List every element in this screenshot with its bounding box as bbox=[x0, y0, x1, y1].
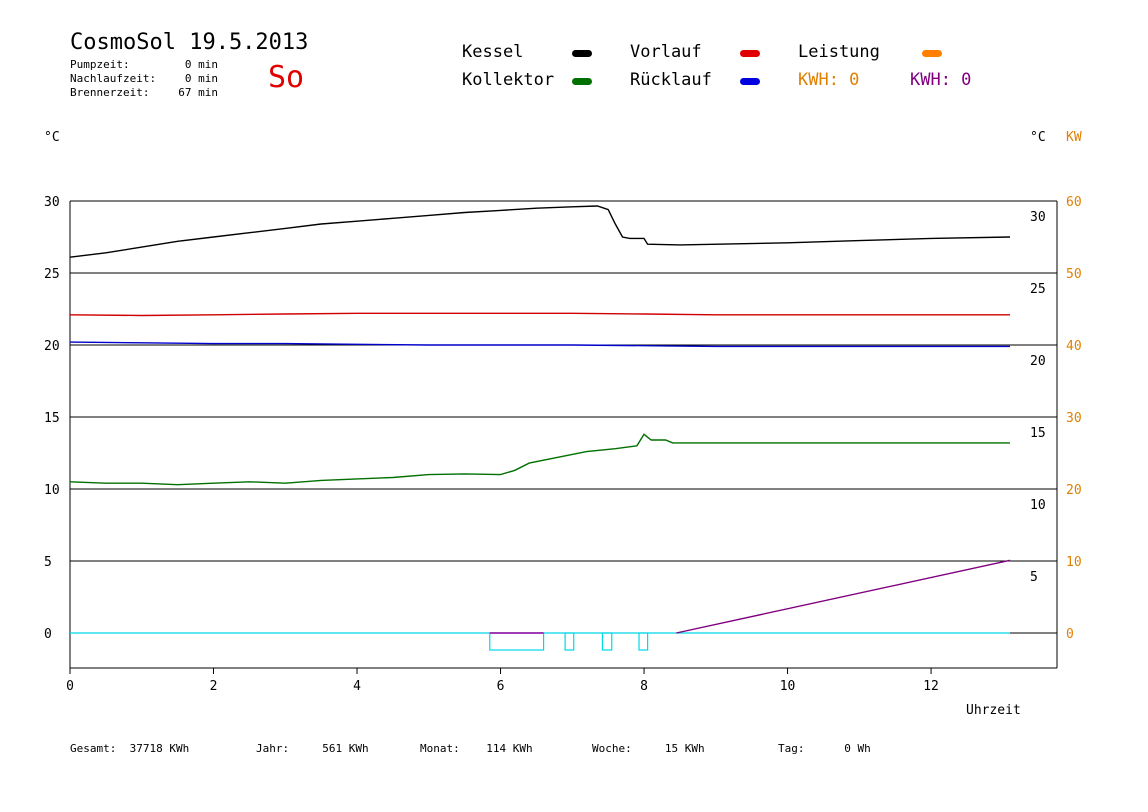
legend-kollektor-swatch bbox=[572, 78, 592, 85]
legend-vorlauf-swatch bbox=[740, 50, 760, 57]
footer-jahr-value: 561 KWh bbox=[322, 742, 369, 755]
legend-vorlauf: Vorlauf bbox=[630, 42, 702, 62]
legend-kessel: Kessel bbox=[462, 42, 524, 62]
burner-pulse bbox=[638, 632, 649, 651]
y-tick-label-left: 15 bbox=[44, 411, 60, 426]
footer-jahr-label: Jahr: bbox=[256, 742, 290, 755]
footer-gesamt: Gesamt: 37718 KWh bbox=[70, 742, 189, 755]
y-tick-label-right-kw: 50 bbox=[1066, 267, 1082, 282]
info-brennerzeit: Brennerzeit: 67 min bbox=[70, 86, 218, 99]
x-tick-label: 12 bbox=[923, 679, 939, 694]
info-value: 0 min bbox=[184, 72, 218, 85]
kwh-value-2: KWH: 0 bbox=[910, 70, 972, 90]
burner-pulse bbox=[489, 632, 545, 651]
right-axis-unit-c: °C bbox=[1030, 130, 1046, 145]
footer-gesamt-label: Gesamt: bbox=[70, 742, 117, 755]
y-tick-label-left: 5 bbox=[44, 555, 52, 570]
legend-kollektor: Kollektor bbox=[462, 70, 555, 90]
info-value: 67 min bbox=[178, 86, 218, 99]
burner-pulse bbox=[601, 632, 613, 651]
info-pumpzeit: Pumpzeit: 0 min bbox=[70, 58, 218, 71]
x-tick-label: 6 bbox=[497, 679, 505, 694]
y-tick-label-right-c: 25 bbox=[1030, 282, 1046, 297]
info-value: 0 min bbox=[184, 58, 218, 71]
x-tick-label: 2 bbox=[210, 679, 218, 694]
y-tick-label-right-c: 20 bbox=[1030, 354, 1046, 369]
left-axis-unit: °C bbox=[44, 130, 60, 145]
series-line-leistung bbox=[676, 559, 1011, 634]
y-tick-label-left: 10 bbox=[44, 483, 60, 498]
y-tick-label-right-c: 30 bbox=[1030, 210, 1046, 225]
y-tick-label-right-kw: 40 bbox=[1066, 339, 1082, 354]
x-tick-label: 8 bbox=[640, 679, 648, 694]
series-line-vorlauf bbox=[69, 312, 1010, 317]
y-tick-label-left: 30 bbox=[44, 195, 60, 210]
legend-leistung-swatch bbox=[922, 50, 942, 57]
y-tick-label-right-kw: 30 bbox=[1066, 411, 1082, 426]
footer-jahr: Jahr: 561 KWh bbox=[256, 742, 369, 755]
y-tick-label-right-c: 5 bbox=[1030, 570, 1038, 585]
x-tick-label: 10 bbox=[780, 679, 796, 694]
page-title: CosmoSol 19.5.2013 bbox=[70, 30, 309, 55]
legend-leistung: Leistung bbox=[798, 42, 880, 62]
x-tick-label: 4 bbox=[353, 679, 361, 694]
footer-tag-value: 0 Wh bbox=[844, 742, 871, 755]
footer-woche-value: 15 KWh bbox=[664, 742, 705, 755]
y-tick-label-left: 20 bbox=[44, 339, 60, 354]
info-label: Nachlaufzeit: bbox=[70, 72, 157, 85]
legend-ruecklauf: Rücklauf bbox=[630, 70, 712, 90]
y-tick-label-left: 0 bbox=[44, 627, 52, 642]
kwh-value-1: KWH: 0 bbox=[798, 70, 860, 90]
x-axis-label: Uhrzeit bbox=[966, 703, 1021, 718]
footer-woche-label: Woche: bbox=[592, 742, 632, 755]
y-tick-label-right-kw: 10 bbox=[1066, 555, 1082, 570]
series-line-kollektor bbox=[69, 433, 1010, 486]
burner-pulse bbox=[564, 632, 575, 651]
info-label: Pumpzeit: bbox=[70, 58, 130, 71]
x-tick-label: 0 bbox=[66, 679, 74, 694]
series-line-kessel bbox=[69, 205, 1011, 258]
footer-monat-value: 114 KWh bbox=[486, 742, 533, 755]
y-tick-label-right-c: 10 bbox=[1030, 498, 1046, 513]
y-tick-label-right-kw: 60 bbox=[1066, 195, 1082, 210]
series-line-ruecklauf bbox=[69, 341, 1010, 348]
y-tick-label-right-kw: 20 bbox=[1066, 483, 1082, 498]
legend-kessel-swatch bbox=[572, 50, 592, 57]
info-nachlaufzeit: Nachlaufzeit: 0 min bbox=[70, 72, 218, 85]
y-tick-label-left: 25 bbox=[44, 267, 60, 282]
legend-ruecklauf-swatch bbox=[740, 78, 760, 85]
footer-monat: Monat: 114 KWh bbox=[420, 742, 533, 755]
y-tick-label-right-kw: 0 bbox=[1066, 627, 1074, 642]
right-axis-unit-kw: KW bbox=[1066, 130, 1082, 145]
footer-gesamt-value: 37718 KWh bbox=[129, 742, 190, 755]
footer-woche: Woche: 15 KWh bbox=[592, 742, 705, 755]
info-label: Brennerzeit: bbox=[70, 86, 150, 99]
footer-monat-label: Monat: bbox=[420, 742, 460, 755]
weekday-label: So bbox=[268, 60, 305, 95]
y-tick-label-right-c: 15 bbox=[1030, 426, 1046, 441]
footer-tag: Tag: 0 Wh bbox=[778, 742, 871, 755]
footer-tag-label: Tag: bbox=[778, 742, 805, 755]
